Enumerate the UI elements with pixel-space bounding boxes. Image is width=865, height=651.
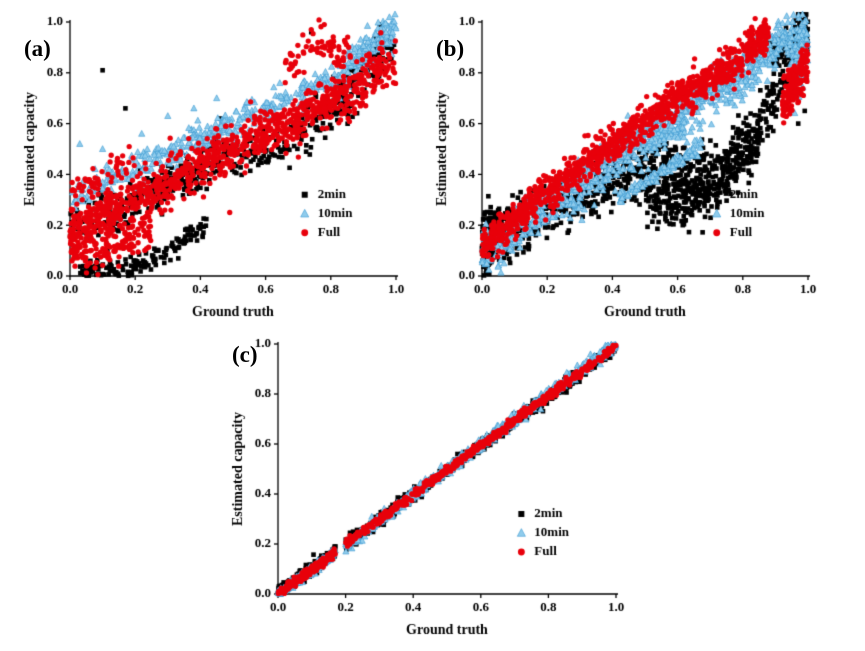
panel-b: (b) xyxy=(424,6,824,328)
scatter-plot-b xyxy=(424,6,824,328)
scatter-plot-a xyxy=(12,6,412,328)
scatter-plot-c xyxy=(220,328,632,646)
panel-a: (a) xyxy=(12,6,412,328)
panel-c-label: (c) xyxy=(232,342,258,367)
panel-a-label: (a) xyxy=(24,36,51,61)
panel-c: (c) xyxy=(220,328,632,646)
panel-b-label: (b) xyxy=(436,36,465,61)
